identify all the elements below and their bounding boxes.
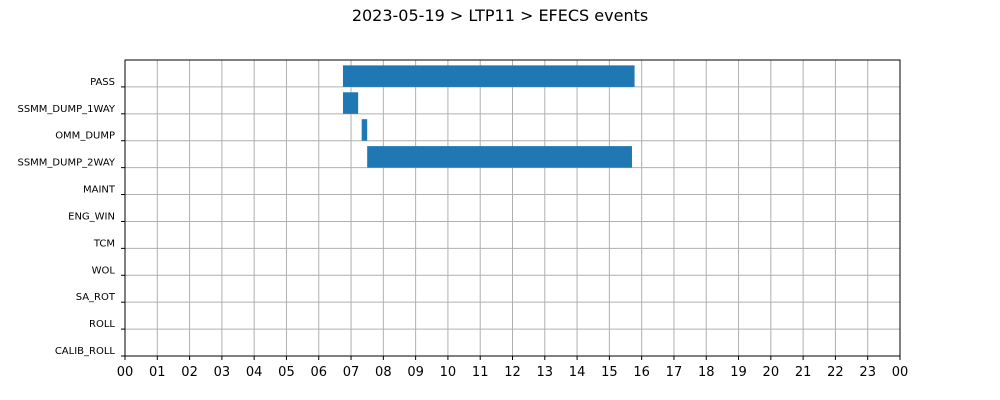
event-bar [361,119,368,141]
x-tick-label: 09 [407,365,424,380]
grid-layer [124,60,901,357]
y-tick-label: PASS [90,77,115,88]
y-tick-label: SA_ROT [76,292,116,303]
x-tick-label: 03 [214,365,231,380]
x-tick-label: 23 [859,365,876,380]
x-tick-label: 15 [601,365,618,380]
y-tick-label: CALIB_ROLL [55,346,116,357]
y-tick-label: MAINT [83,185,116,196]
x-tick-label: 14 [569,365,586,380]
event-bar [342,65,635,87]
y-tick-label: ENG_WIN [68,211,115,222]
x-tick-label: 17 [666,365,683,380]
y-tick-label: WOL [92,265,116,276]
x-tick-label: 06 [310,365,327,380]
y-tick-label: TCM [93,238,115,249]
x-tick-label: 05 [278,365,295,380]
x-tick-label: 22 [827,365,844,380]
x-tick-label: 18 [698,365,715,380]
x-tick-label: 12 [504,365,521,380]
x-tick-label: 01 [149,365,166,380]
x-tick-label: 02 [181,365,198,380]
y-tick-label: ROLL [89,319,115,330]
event-bar [367,146,632,168]
y-tick-label: SSMM_DUMP_1WAY [17,104,115,115]
y-tick-label: OMM_DUMP [55,131,115,142]
x-tick-label: 16 [633,365,650,380]
labels-layer: 00 01 02 03 04 05 06 07 08 09 10 11 12 13 14 15 16 17 18 19… [17,77,908,380]
x-tick-label: 00 [117,365,134,380]
x-tick-label: 04 [246,365,263,380]
x-tick-label: 19 [730,365,747,380]
x-tick-label: 07 [343,365,360,380]
x-tick-label: 20 [763,365,780,380]
x-tick-label: 08 [375,365,392,380]
x-tick-label: 11 [472,365,489,380]
x-tick-label: 13 [537,365,554,380]
x-tick-label: 00 [892,365,909,380]
y-tick-label: SSMM_DUMP_2WAY [17,158,115,169]
axes-layer [121,59,901,360]
x-tick-label: 10 [440,365,457,380]
chart-title: 2023-05-19 > LTP11 > EFECS events [351,6,649,25]
event-bar [342,92,359,114]
bars-layer [342,65,635,168]
x-tick-label: 21 [795,365,812,380]
